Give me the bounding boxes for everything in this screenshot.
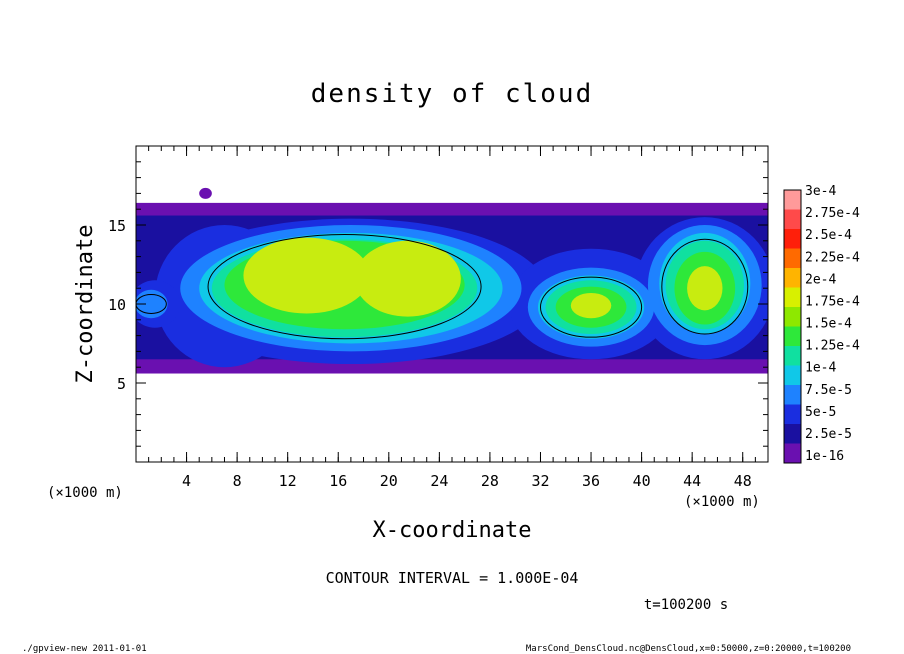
colorbar-swatch-12: [784, 424, 801, 444]
colorbar-label-10: 5e-5: [805, 405, 836, 420]
y-tick-label-15: 15: [108, 217, 126, 235]
colorbar-swatch-11: [784, 404, 801, 425]
x-tick-label-28: 28: [481, 472, 499, 490]
y-axis: 5 10 15: [108, 161, 768, 447]
x-tick-label-40: 40: [633, 472, 651, 490]
colorbar-label-9: 7.5e-5: [805, 383, 852, 398]
field-patch-1: [199, 187, 212, 199]
contour-0: [207, 233, 482, 340]
field-patch-21: [243, 237, 370, 314]
x-tick-label-12: 12: [279, 472, 297, 490]
y-axis-label: Z-coordinate: [73, 225, 98, 384]
colorbar-label-4: 2e-4: [805, 272, 836, 287]
y-tick-label-10: 10: [108, 296, 126, 314]
colorbar-swatch-5: [784, 287, 801, 308]
colorbar: 3e-4 2.75e-4 2.5e-4 2.25e-4 2e-4 1.75e-4 1.5e-…: [783, 184, 860, 464]
x-tick-label-4: 4: [182, 472, 191, 490]
colorbar-swatch-1: [784, 209, 801, 230]
colorbar-swatch-2: [784, 229, 801, 249]
field-patch-23: [570, 292, 612, 319]
x-tick-label-20: 20: [380, 472, 398, 490]
colorbar-label-1: 2.75e-4: [805, 206, 860, 221]
x-tick-label-8: 8: [233, 472, 242, 490]
colorbar-label-5: 1.75e-4: [805, 294, 860, 309]
colorbar-label-0: 3e-4: [805, 184, 836, 199]
colorbar-label-11: 2.5e-5: [805, 427, 852, 442]
field-patch-24: [687, 266, 723, 311]
footer-right: MarsCond_DensCloud.nc@DensCloud,x=0:5000…: [526, 644, 851, 654]
colorbar-label-6: 1.5e-4: [805, 317, 852, 332]
chart-title: density of cloud: [311, 79, 593, 109]
x-tick-label-44: 44: [683, 472, 701, 490]
x-tick-label-16: 16: [329, 472, 347, 490]
colorbar-swatch-10: [784, 385, 801, 405]
colorbar-swatch-13: [784, 443, 801, 464]
colorbar-swatch-7: [784, 326, 801, 347]
colorbar-frame: [783, 189, 802, 464]
contour-1: [539, 276, 643, 338]
colorbar-swatch-0: [784, 190, 801, 210]
colorbar-label-8: 1e-4: [805, 361, 836, 376]
colorbar-swatch-3: [784, 248, 801, 269]
colorbar-label-3: 2.25e-4: [805, 250, 860, 265]
x-tick-label-48: 48: [734, 472, 752, 490]
x-axis: 4 8 12 16 20 24 28 32 36 40 44 48: [148, 146, 756, 490]
field-patch-11: [136, 289, 168, 319]
colorbar-swatch-4: [784, 268, 801, 288]
x-unit-left: (×1000 m): [47, 485, 123, 501]
x-tick-label-24: 24: [430, 472, 448, 490]
contour-2: [661, 238, 749, 335]
field-patch-22: [354, 240, 461, 317]
colorbar-swatch-8: [784, 346, 801, 366]
footer-left: ./gpview-new 2011-01-01: [22, 644, 147, 654]
x-tick-label-32: 32: [531, 472, 549, 490]
colorbar-label-7: 1.25e-4: [805, 339, 860, 354]
colorbar-swatch-9: [784, 365, 801, 386]
x-axis-label: X-coordinate: [373, 518, 532, 543]
y-tick-label-5: 5: [117, 375, 126, 393]
contour-3: [136, 294, 167, 314]
x-tick-label-36: 36: [582, 472, 600, 490]
colorbar-label-12: 1e-16: [805, 449, 844, 464]
contour-lines: [136, 233, 749, 340]
x-unit-right: (×1000 m): [684, 494, 760, 510]
density-field: [136, 187, 768, 374]
contour-interval: CONTOUR INTERVAL = 1.000E-04: [326, 569, 579, 587]
time-label: t=100200 s: [644, 597, 728, 613]
colorbar-label-2: 2.5e-4: [805, 228, 852, 243]
colorbar-swatch-6: [784, 307, 801, 327]
